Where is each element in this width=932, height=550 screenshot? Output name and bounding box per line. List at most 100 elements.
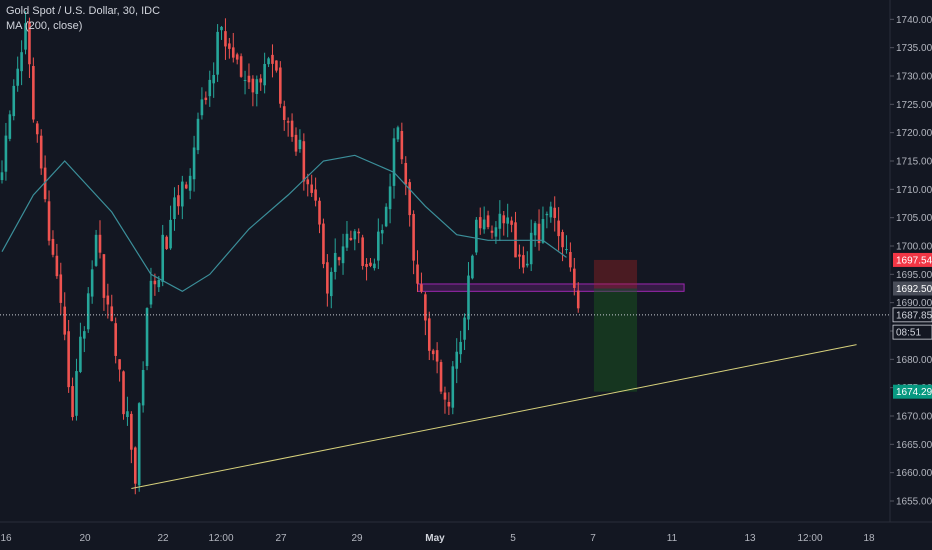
candle-body [184, 184, 188, 189]
time-tick-label: 22 [157, 533, 169, 544]
candle-body [298, 139, 302, 150]
candle-body [420, 284, 423, 292]
candle-body [388, 186, 392, 210]
candle-body [4, 135, 8, 172]
zones-layer [417, 259, 685, 392]
candle-body [247, 75, 251, 83]
candle-body [318, 200, 321, 225]
candle-body [196, 118, 200, 151]
candle-body [133, 447, 137, 484]
moving-average-line [1, 154, 567, 293]
take-profit-zone [593, 288, 638, 392]
candle-body [173, 197, 176, 220]
price-tag-target-label: 1674.29 [896, 387, 932, 398]
candle-body [59, 274, 63, 303]
price-tick-label: 1665.00 [896, 440, 932, 451]
candle-body [310, 184, 313, 193]
resistance-zone [417, 283, 685, 292]
price-tag-target [893, 384, 932, 399]
candle-body [243, 79, 247, 81]
candle-body [404, 162, 408, 185]
candle-body [337, 257, 341, 261]
candle-body [431, 350, 435, 355]
candle-body [51, 238, 55, 255]
candle-body [177, 195, 180, 207]
candle-body [279, 67, 282, 104]
candle-body [365, 264, 368, 267]
candle-body [510, 220, 513, 225]
price-tick-label: 1655.00 [896, 497, 932, 508]
price-tag-current [892, 307, 932, 323]
drawings-layer [0, 314, 890, 490]
candle-body [165, 236, 168, 249]
candle-body [169, 219, 172, 249]
candle-body [255, 79, 259, 94]
price-tick-label: 1715.00 [896, 157, 932, 168]
price-tag-stop-label: 1697.54 [896, 255, 932, 266]
candle-body [102, 254, 106, 298]
candle-body [482, 219, 486, 230]
candle-body [271, 54, 274, 64]
candle-body [122, 371, 125, 415]
candle-body [39, 135, 43, 169]
candle-body [208, 79, 212, 97]
price-tick-label: 1710.00 [896, 185, 932, 196]
price-tick-label: 1700.00 [896, 242, 932, 253]
price-tick-label: 1725.00 [896, 100, 932, 111]
support-trendline [131, 344, 857, 490]
candle-body [63, 306, 67, 335]
candle-body [525, 263, 529, 266]
indicator-title[interactable]: MA (200, close) [6, 20, 83, 32]
candle-body [231, 47, 235, 58]
price-tick-label: 1705.00 [896, 213, 932, 224]
time-tick-label: 11 [667, 533, 678, 544]
price-tag-countdown-label: 08:51 [896, 328, 921, 339]
candle-body [373, 263, 376, 269]
candle-body [294, 134, 298, 152]
price-tick-label: 1695.00 [896, 270, 932, 281]
candle-body [35, 123, 39, 135]
symbol-title[interactable]: Gold Spot / U.S. Dollar, 30, IDC [6, 5, 161, 17]
candle-body [314, 189, 317, 201]
time-tick-label: 16 [0, 533, 12, 544]
candle-body [545, 213, 549, 216]
candle-body [459, 341, 462, 355]
chart-legend: Gold Spot / U.S. Dollar, 30, IDC MA (200… [6, 4, 160, 34]
candle-body [306, 179, 310, 185]
price-tick-label: 1690.00 [896, 298, 932, 309]
time-tick-label: 13 [744, 533, 756, 544]
candle-body [282, 106, 286, 120]
price-tick-label: 1680.00 [896, 355, 932, 366]
time-axis-background[interactable] [0, 522, 932, 550]
price-tick-label: 1740.00 [896, 15, 932, 26]
candle-body [157, 280, 161, 288]
price-axis-background[interactable] [890, 0, 932, 550]
candle-body [106, 295, 110, 305]
price-tag-countdown [892, 324, 932, 340]
candle-body [357, 231, 361, 234]
candle-body [251, 78, 255, 93]
candle-body [24, 23, 27, 50]
candle-body [380, 230, 384, 234]
candle-body [498, 213, 502, 229]
candle-body [137, 403, 141, 486]
candle-body [443, 392, 447, 400]
candle-body [16, 68, 19, 86]
time-tick-label: 18 [863, 533, 875, 544]
candle-body [553, 207, 557, 218]
candle-body [259, 78, 263, 83]
candle-body [439, 362, 443, 392]
candle-body [361, 237, 364, 266]
time-axis-labels: 16 20 22 12:00 27 29 May 5 7 11 13 12:00 18 [0, 533, 875, 544]
candle-body [506, 217, 509, 224]
candle-body [502, 215, 506, 224]
candle-body [561, 232, 564, 248]
candle-body [83, 331, 86, 339]
candle-body [549, 206, 553, 218]
candle-body [451, 366, 455, 408]
candle-body [267, 58, 270, 65]
candle-body [341, 246, 345, 264]
candle-body [427, 318, 431, 351]
candle-body [286, 121, 290, 123]
